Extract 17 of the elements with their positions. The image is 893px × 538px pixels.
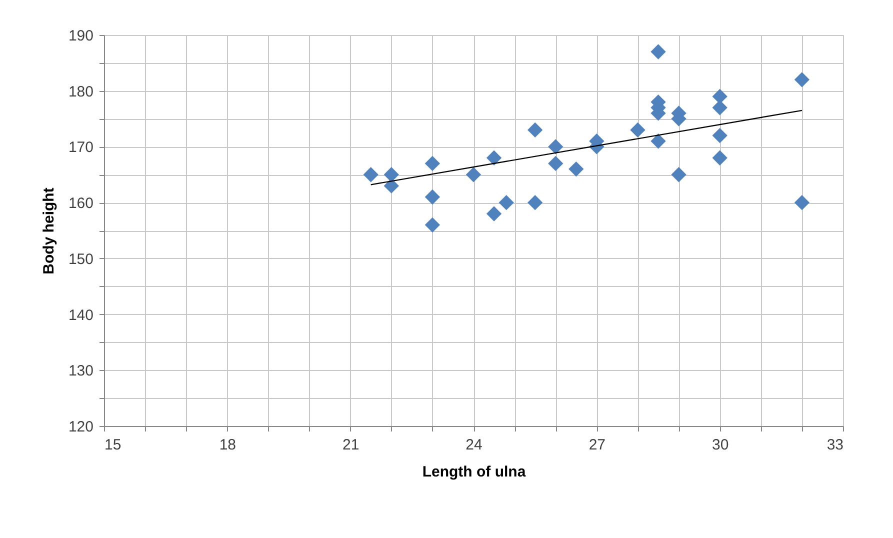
x-tick-label: 24 [466,436,482,454]
y-tick-label: 150 [68,250,94,268]
y-tick-label: 120 [68,418,94,436]
x-tick-label: 21 [342,436,360,454]
y-tick-label: 160 [68,195,94,212]
x-tick-label: 30 [712,436,729,454]
x-axis-title: Length of ulna [422,464,526,480]
y-tick-label: 190 [68,28,94,44]
x-tick-label: 18 [219,436,236,454]
y-tick-label: 130 [68,362,94,380]
x-tick-label: 15 [104,436,122,454]
y-tick-label: 170 [68,139,94,156]
x-tick-label: 27 [588,436,606,454]
y-tick-label: 180 [68,83,94,100]
y-tick-label: 140 [68,306,94,324]
x-tick-label: 33 [826,436,844,454]
y-axis-title: Body height [40,188,58,274]
